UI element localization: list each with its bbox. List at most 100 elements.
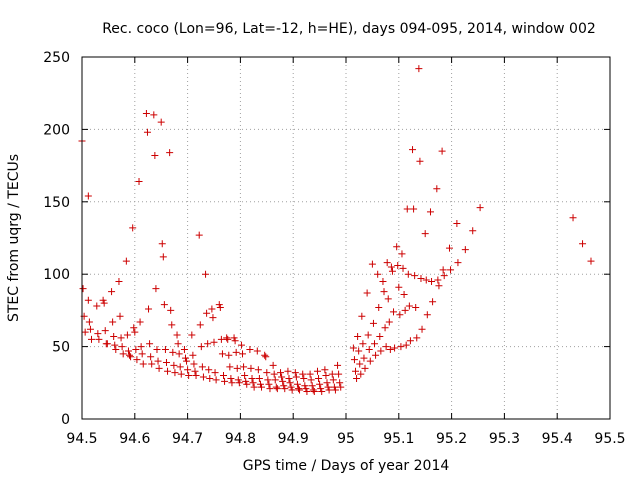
data-point bbox=[224, 335, 232, 343]
data-point bbox=[349, 344, 357, 352]
data-point bbox=[445, 244, 453, 252]
data-point bbox=[334, 361, 342, 369]
data-point bbox=[365, 345, 373, 353]
data-point bbox=[173, 331, 181, 339]
data-point bbox=[330, 383, 338, 391]
data-point bbox=[147, 353, 155, 361]
data-point bbox=[308, 382, 316, 390]
data-point bbox=[301, 382, 309, 390]
data-point bbox=[422, 276, 430, 284]
data-point bbox=[272, 383, 280, 391]
data-point bbox=[191, 367, 199, 375]
data-point bbox=[177, 370, 185, 378]
data-point bbox=[461, 246, 469, 254]
data-point bbox=[469, 227, 477, 235]
data-point bbox=[287, 383, 295, 391]
data-point bbox=[386, 345, 394, 353]
data-point bbox=[223, 334, 231, 342]
data-point bbox=[155, 364, 163, 372]
data-point bbox=[336, 379, 344, 387]
data-point bbox=[337, 383, 345, 391]
data-point bbox=[265, 380, 273, 388]
data-point bbox=[225, 351, 233, 359]
data-point bbox=[86, 325, 94, 333]
data-point bbox=[215, 301, 223, 309]
data-point bbox=[142, 109, 150, 117]
data-point bbox=[230, 334, 238, 342]
data-point bbox=[133, 356, 141, 364]
y-axis-label: STEC from uqrg / TECUs bbox=[6, 154, 22, 322]
data-point bbox=[101, 327, 109, 335]
data-point bbox=[286, 379, 294, 387]
data-point bbox=[248, 374, 256, 382]
y-tick-label: 0 bbox=[61, 412, 70, 428]
data-point bbox=[261, 351, 269, 359]
data-point bbox=[453, 220, 461, 228]
data-point bbox=[371, 340, 379, 348]
data-point bbox=[218, 350, 226, 358]
data-point bbox=[324, 383, 332, 391]
data-point bbox=[136, 318, 144, 326]
data-point bbox=[476, 204, 484, 212]
data-point bbox=[316, 380, 324, 388]
data-point bbox=[369, 319, 377, 327]
data-point bbox=[387, 263, 395, 271]
data-point bbox=[440, 272, 448, 280]
x-tick-label: 94.6 bbox=[119, 431, 150, 447]
data-point bbox=[415, 65, 423, 73]
data-point bbox=[246, 345, 254, 353]
data-point bbox=[271, 376, 279, 384]
y-tick-label: 250 bbox=[43, 50, 70, 66]
data-points bbox=[78, 65, 595, 395]
data-point bbox=[421, 230, 429, 238]
data-point bbox=[372, 351, 380, 359]
data-point bbox=[358, 312, 366, 320]
data-point bbox=[294, 385, 302, 393]
data-point bbox=[127, 353, 135, 361]
data-point bbox=[221, 377, 229, 385]
data-point bbox=[366, 357, 374, 365]
data-point bbox=[270, 370, 278, 378]
data-point bbox=[435, 282, 443, 290]
data-point bbox=[303, 387, 311, 395]
data-point bbox=[88, 335, 96, 343]
tick-labels: 94.5 94.6 94.7 94.8 94.9 95 95.1 95.2 95.3 95.4 95… bbox=[43, 50, 625, 447]
data-point bbox=[331, 386, 339, 394]
data-point bbox=[279, 377, 287, 385]
grid-lines bbox=[82, 57, 610, 419]
data-point bbox=[579, 240, 587, 248]
data-point bbox=[212, 376, 220, 384]
data-point bbox=[266, 385, 274, 393]
data-point bbox=[234, 376, 242, 384]
data-point bbox=[322, 372, 330, 380]
data-point bbox=[280, 382, 288, 390]
data-point bbox=[325, 386, 333, 394]
data-point bbox=[153, 345, 161, 353]
data-point bbox=[240, 363, 248, 371]
data-point bbox=[247, 364, 255, 372]
data-point bbox=[355, 347, 363, 355]
data-point bbox=[354, 332, 362, 340]
data-point bbox=[376, 332, 384, 340]
data-point bbox=[227, 374, 235, 382]
data-point bbox=[116, 312, 124, 320]
data-point bbox=[277, 369, 285, 377]
data-point bbox=[99, 296, 107, 304]
data-point bbox=[352, 367, 360, 375]
data-point bbox=[323, 379, 331, 387]
data-point bbox=[406, 337, 414, 345]
data-point bbox=[210, 338, 218, 346]
data-point bbox=[118, 343, 126, 351]
x-tick-label: 94.7 bbox=[172, 431, 203, 447]
data-point bbox=[115, 277, 123, 285]
x-tick-label: 94.8 bbox=[225, 431, 256, 447]
data-point bbox=[359, 340, 367, 348]
x-tick-label: 94.9 bbox=[278, 431, 309, 447]
data-point bbox=[587, 257, 595, 265]
y-tick-label: 200 bbox=[43, 122, 70, 138]
data-point bbox=[307, 376, 315, 384]
data-point bbox=[242, 377, 250, 385]
data-point bbox=[405, 302, 413, 310]
data-point bbox=[398, 250, 406, 258]
data-point bbox=[278, 373, 286, 381]
